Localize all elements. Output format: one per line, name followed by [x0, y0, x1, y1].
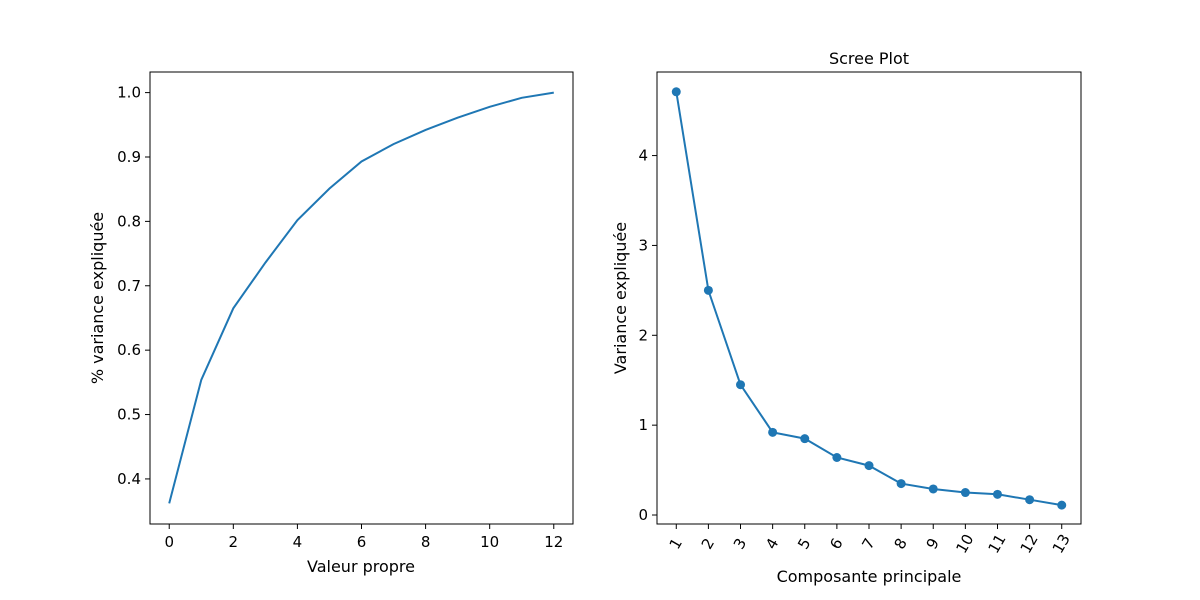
data-point — [928, 484, 938, 494]
data-point — [800, 434, 810, 444]
data-point — [832, 453, 842, 463]
x-tick-label: 2 — [698, 535, 718, 552]
series-line — [168, 91, 554, 504]
series-line — [675, 91, 1062, 507]
y-tick-label: 3 — [638, 236, 648, 254]
data-point — [736, 380, 746, 390]
data-point — [1057, 500, 1067, 510]
y-tick-label: 1.0 — [117, 84, 141, 102]
x-tick-label: 9 — [923, 535, 943, 552]
cumulative-variance-chart: 0 2 4 6 8 10 12 0.4 0.5 0.6 0.7 0.8 0.9 1.0 Valeur pr… — [88, 71, 574, 576]
x-tick-label: 11 — [984, 531, 1009, 557]
y-tick-label: 0.7 — [117, 277, 141, 295]
y-tick-label: 1 — [638, 416, 648, 434]
x-tick-label: 8 — [421, 533, 431, 551]
x-tick-label: 4 — [762, 535, 782, 552]
y-tick-label: 2 — [638, 326, 648, 344]
data-point — [671, 87, 681, 97]
data-point — [703, 285, 713, 295]
data-point — [768, 427, 778, 437]
x-tick-label: 10 — [952, 531, 977, 557]
x-tick-label: 1 — [666, 535, 686, 552]
x-tick-label: 12 — [544, 533, 563, 551]
y-tick-label: 0.9 — [117, 148, 141, 166]
x-tick-label: 6 — [826, 535, 846, 552]
data-point — [1025, 495, 1035, 505]
y-tick-label: 0.4 — [117, 470, 141, 488]
y-axis-label: % variance expliquée — [88, 212, 107, 384]
y-tick-label: 0.6 — [117, 341, 141, 359]
data-point — [864, 461, 874, 471]
x-tick-label: 8 — [891, 535, 911, 552]
tick-group: 0 2 4 6 8 10 12 0.4 0.5 0.6 0.7 0.8 0.9 1.0 — [117, 84, 563, 551]
data-point — [960, 488, 970, 498]
y-tick-label: 0 — [638, 506, 648, 524]
x-axis-label: Composante principale — [777, 567, 962, 586]
plot-frame — [149, 71, 574, 525]
x-axis-label: Valeur propre — [307, 557, 415, 576]
y-tick-label: 4 — [638, 147, 648, 165]
x-tick-label: 12 — [1017, 531, 1042, 557]
marker-group — [671, 87, 1067, 510]
y-tick-label: 0.8 — [117, 212, 141, 230]
data-point — [896, 479, 906, 489]
x-tick-label: 6 — [357, 533, 367, 551]
x-tick-label: 10 — [480, 533, 499, 551]
plot-frame — [656, 71, 1082, 525]
x-tick-label: 13 — [1049, 531, 1074, 557]
x-tick-label: 3 — [730, 535, 750, 552]
x-tick-label: 5 — [794, 535, 814, 552]
chart-title: Scree Plot — [829, 49, 909, 68]
x-tick-label: 7 — [858, 535, 878, 552]
x-tick-label: 4 — [293, 533, 303, 551]
x-tick-label: 0 — [164, 533, 174, 551]
data-point — [992, 489, 1002, 499]
x-tick-label: 2 — [229, 533, 239, 551]
y-tick-label: 0.5 — [117, 406, 141, 424]
y-axis-label: Variance expliquée — [611, 222, 630, 374]
